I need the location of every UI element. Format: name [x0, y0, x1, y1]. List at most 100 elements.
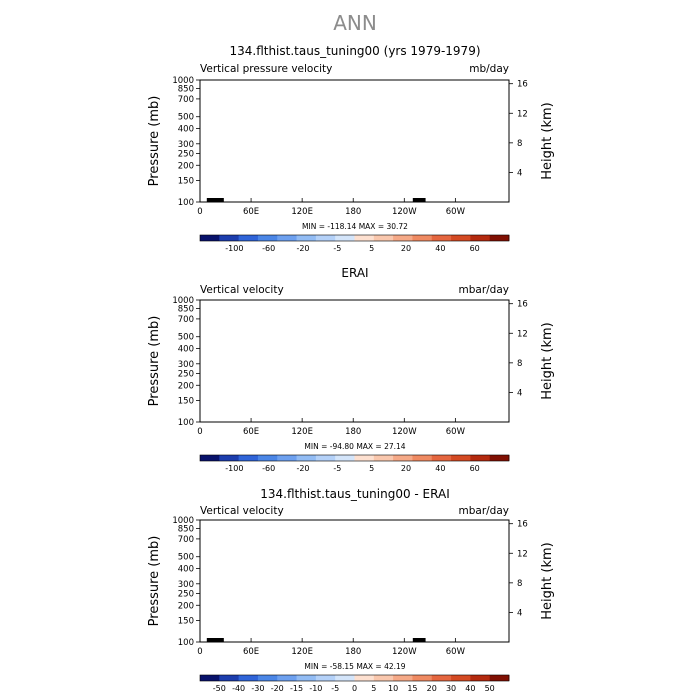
colorbar-swatch — [489, 455, 510, 461]
colorbar-label: 30 — [446, 684, 456, 693]
colorbar-swatch — [315, 675, 336, 681]
longitude-tick-label: 0 — [197, 647, 202, 657]
colorbar-swatch — [393, 675, 413, 681]
longitude-tick-label: 0 — [197, 427, 202, 437]
colorbar-swatch — [489, 675, 510, 681]
panel-2-ylabel: Pressure (mb) — [147, 316, 162, 407]
colorbar-swatch — [296, 235, 317, 241]
colorbar-label: 0 — [352, 684, 357, 693]
panel-1-height-axis: 4 8 12 16 — [509, 80, 528, 178]
panel-2-title: ERAI — [341, 266, 368, 280]
pressure-tick-label: 300 — [178, 580, 194, 590]
colorbar-label: 15 — [407, 684, 417, 693]
pressure-tick-label: 400 — [178, 345, 194, 355]
panel-3-frame — [199, 519, 510, 643]
colorbar-swatch — [335, 455, 355, 461]
colorbar-swatch — [373, 455, 394, 461]
colorbar-swatch — [219, 235, 240, 241]
colorbar-label: 5 — [369, 244, 374, 253]
panel-1-colorbar: -100 -60 -20 -5 5 20 40 60 — [199, 234, 510, 253]
pressure-tick-label: 300 — [178, 360, 194, 370]
colorbar-label: 20 — [427, 684, 437, 693]
colorbar-swatch — [277, 675, 297, 681]
colorbar-swatch — [451, 675, 471, 681]
colorbar-label: 40 — [435, 464, 445, 473]
pressure-tick-label: 850 — [178, 525, 194, 535]
pressure-tick-label: 200 — [178, 601, 194, 611]
panel-2: ERAI Vertical velocity mbar/day 100 150 20… — [147, 266, 555, 473]
pressure-tick-label: 700 — [178, 95, 194, 105]
colorbar-swatch — [354, 235, 375, 241]
colorbar-swatch — [489, 235, 510, 241]
colorbar-swatch — [393, 455, 413, 461]
height-tick-label: 8 — [517, 139, 522, 149]
colorbar-label: 5 — [369, 464, 374, 473]
colorbar-label: 5 — [371, 684, 376, 693]
colorbar-label: -40 — [232, 684, 245, 693]
colorbar-label: 10 — [388, 684, 398, 693]
colorbar-label: 20 — [401, 464, 411, 473]
panel-1-y2label: Height (km) — [540, 102, 555, 179]
pressure-tick-label: 100 — [178, 198, 194, 208]
height-tick-label: 4 — [517, 388, 522, 398]
pressure-tick-label: 250 — [178, 149, 194, 159]
colorbar-swatch — [431, 675, 452, 681]
colorbar-label: -10 — [309, 684, 322, 693]
panel-2-frame — [199, 299, 510, 423]
colorbar-label: -30 — [251, 684, 264, 693]
panel-2-height-axis: 4 8 12 16 — [509, 300, 528, 398]
colorbar-swatch — [238, 675, 259, 681]
pressure-tick-label: 200 — [178, 161, 194, 171]
pressure-tick-label: 150 — [178, 177, 194, 187]
panel-1-left-label: Vertical pressure velocity — [200, 63, 332, 75]
panel-3-left-label: Vertical velocity — [200, 505, 284, 517]
colorbar-swatch — [277, 455, 297, 461]
colorbar-label: -100 — [225, 244, 243, 253]
colorbar-label: -20 — [271, 684, 284, 693]
height-tick-label: 4 — [517, 168, 522, 178]
height-tick-label: 12 — [517, 329, 528, 339]
panel-3: 134.flthist.taus_tuning00 - ERAI Vertica… — [147, 487, 555, 693]
colorbar-label: -20 — [296, 464, 309, 473]
topography-mask — [206, 638, 224, 642]
panel-1-title: 134.flthist.taus_tuning00 (yrs 1979-1979… — [229, 44, 480, 58]
pressure-tick-label: 850 — [178, 305, 194, 315]
pressure-tick-label: 500 — [178, 333, 194, 343]
panel-3-ylabel: Pressure (mb) — [147, 536, 162, 627]
longitude-tick-label: 60W — [446, 427, 466, 437]
pressure-tick-label: 500 — [178, 113, 194, 123]
colorbar-label: -100 — [225, 464, 243, 473]
colorbar-label: -50 — [213, 684, 226, 693]
colorbar-label: -5 — [333, 464, 341, 473]
longitude-tick-label: 120W — [392, 427, 417, 437]
longitude-tick-label: 180 — [345, 647, 361, 657]
panel-2-left-label: Vertical velocity — [200, 284, 284, 296]
colorbar-label: -60 — [262, 244, 275, 253]
height-tick-label: 16 — [517, 80, 528, 90]
colorbar-frame — [199, 234, 510, 242]
colorbar-swatch — [412, 235, 433, 241]
pressure-tick-label: 400 — [178, 565, 194, 575]
pressure-tick-label: 200 — [178, 381, 194, 391]
pressure-tick-label: 400 — [178, 125, 194, 135]
colorbar-swatch — [470, 675, 491, 681]
colorbar-swatch — [238, 235, 259, 241]
panel-3-right-label: mbar/day — [459, 505, 510, 517]
pressure-tick-label: 1000 — [172, 516, 194, 526]
pressure-tick-label: 100 — [178, 418, 194, 428]
colorbar-swatch — [470, 235, 491, 241]
longitude-tick-label: 60E — [243, 207, 259, 217]
panel-3-longitude-axis: 0 60E 120E 180 120W 60W — [197, 638, 466, 657]
panel-1-longitude-axis: 0 60E 120E 180 120W 60W — [197, 198, 466, 217]
pressure-tick-label: 150 — [178, 617, 194, 627]
height-tick-label: 8 — [517, 359, 522, 369]
panel-3-colorbar: -50 -40 -30 -20 -15 -10 -5 0 5 10 15 20 30 40 50 — [199, 674, 510, 693]
longitude-tick-label: 120W — [392, 647, 417, 657]
pressure-tick-label: 250 — [178, 589, 194, 599]
longitude-tick-label: 60E — [243, 427, 259, 437]
colorbar-swatch — [431, 455, 452, 461]
